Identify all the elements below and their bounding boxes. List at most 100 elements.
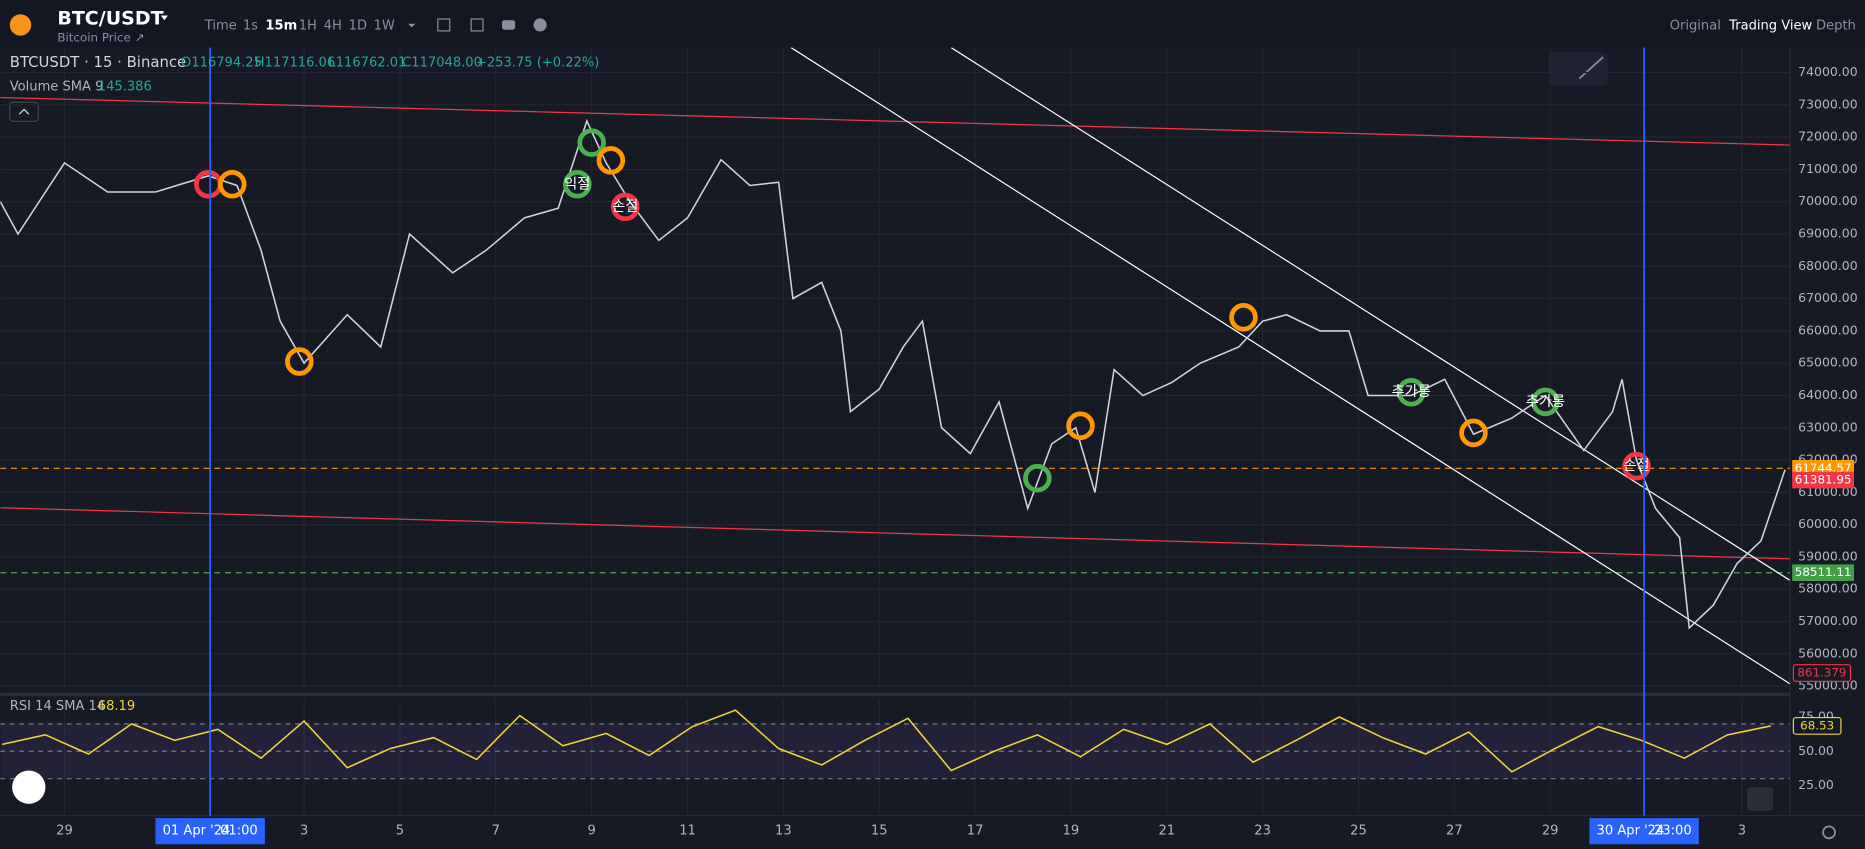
y-tick-label: 69000.00: [1798, 225, 1858, 240]
timeframe[interactable]: 1W: [374, 19, 395, 34]
y-tick-label: 63000.00: [1798, 419, 1858, 434]
layout-icon[interactable]: [470, 18, 484, 32]
x-tick-label: 15: [871, 824, 888, 839]
timeframe[interactable]: 1H: [299, 19, 317, 34]
trade-marker: [1066, 411, 1095, 441]
ohlc-value: C117048.00: [402, 56, 482, 71]
subtitle[interactable]: Bitcoin Price ↗: [57, 31, 144, 45]
symbol-dropdown[interactable]: [160, 15, 168, 21]
trade-marker: [1396, 377, 1426, 407]
price-badge-text: 58511.11: [1795, 565, 1852, 579]
trendline: [950, 47, 1790, 581]
view-tab[interactable]: Trading View: [1728, 19, 1812, 34]
trade-label: 추가롱: [1526, 393, 1565, 410]
crosshair-label-bg: [155, 818, 265, 845]
timeframe[interactable]: 15m: [265, 19, 297, 34]
x-tick-label: 29: [56, 824, 73, 839]
trendline: [790, 47, 1790, 685]
indicator-icon[interactable]: [437, 18, 451, 32]
crosshair-date: 30 Apr '24: [1597, 824, 1665, 839]
ohlc-value: O116794.25: [181, 56, 262, 71]
y-tick-label: 57000.00: [1798, 613, 1858, 628]
add-icon[interactable]: [533, 18, 547, 32]
y-tick-label: 64000.00: [1798, 387, 1858, 402]
trade-marker: [1622, 451, 1651, 481]
crosshair-time: 23:00: [1654, 824, 1692, 839]
rsi-last: 68.19: [98, 699, 135, 714]
rsi-badge: [1792, 716, 1842, 735]
price-line: [0, 118, 1786, 630]
tv-logo[interactable]: [12, 770, 46, 804]
y-tick-label: 65000.00: [1798, 355, 1858, 370]
rsi-tick-label: 50.00: [1798, 743, 1834, 758]
trade-marker: [217, 169, 247, 199]
scroll-button[interactable]: [1747, 787, 1774, 811]
drawing-tool[interactable]: [1548, 52, 1608, 86]
x-tick-label: 5: [396, 824, 404, 839]
trade-marker: [1023, 463, 1052, 493]
y-tick-label: 67000.00: [1798, 290, 1858, 305]
symbol[interactable]: BTC/USDT: [57, 8, 163, 30]
price-badge: [1792, 471, 1855, 489]
trade-label: 익절: [564, 175, 590, 192]
y-tick-label: 71000.00: [1798, 161, 1858, 176]
y-tick-label: 56000.00: [1798, 645, 1858, 660]
header-bar: [0, 0, 1865, 47]
trade-marker: [1229, 303, 1258, 332]
timeframe[interactable]: Time: [204, 19, 237, 34]
y-tick-label: 72000.00: [1798, 129, 1858, 144]
y-tick-label: 70000.00: [1798, 193, 1858, 208]
volume-badge: [1792, 664, 1852, 682]
volume-label: Volume SMA 9: [10, 79, 104, 94]
crosshair-time: 01:00: [220, 824, 258, 839]
trade-marker: [563, 169, 592, 199]
collapse-button[interactable]: [9, 101, 39, 122]
price-badge: [1792, 564, 1855, 582]
x-tick-label: 25: [1350, 824, 1367, 839]
instrument: BTCUSDT · 15 · Binance: [10, 53, 186, 71]
x-tick-label: 3: [300, 824, 308, 839]
camera-icon[interactable]: [502, 20, 516, 30]
y-tick-label: 58000.00: [1798, 581, 1858, 596]
x-tick-label: 21: [1158, 824, 1175, 839]
y-tick-label: 68000.00: [1798, 258, 1858, 273]
y-tick-label: 59000.00: [1798, 548, 1858, 563]
volume-value: 145.386: [98, 79, 152, 94]
y-tick-label: 73000.00: [1798, 96, 1858, 111]
timeframe[interactable]: 1s: [243, 19, 258, 34]
trade-marker: [577, 128, 606, 157]
rsi-badge-text: 68.53: [1800, 718, 1834, 732]
x-tick-label: 23: [1254, 824, 1271, 839]
timeframe[interactable]: 4H: [324, 19, 342, 34]
rsi-title: RSI 14 SMA 14: [10, 699, 105, 714]
rsi-tick-label: 25.00: [1798, 777, 1834, 792]
trade-marker: [1531, 387, 1560, 417]
trendline: [0, 96, 1790, 146]
x-tick-label: 13: [775, 824, 792, 839]
price-badge-text: 61744.57: [1795, 461, 1852, 475]
x-tick-label: 29: [1542, 824, 1559, 839]
ohlc-value: L116762.01: [328, 56, 406, 71]
x-tick-label: 17: [967, 824, 984, 839]
view-tab[interactable]: Original: [1670, 19, 1721, 34]
coin-icon: [9, 14, 32, 36]
more-dropdown[interactable]: [408, 23, 416, 28]
collapse-icon: [18, 108, 30, 115]
drawing-tool-icon: [1578, 56, 1604, 80]
ohlc-value: H117116.06: [255, 56, 335, 71]
price-badge-text: 61381.95: [1795, 473, 1852, 487]
timeframe[interactable]: 1D: [349, 19, 367, 34]
volume-badge-text: 861.379: [1797, 666, 1846, 680]
y-tick-label: 66000.00: [1798, 322, 1858, 337]
x-tick-label: 27: [1446, 824, 1463, 839]
trade-label: 손절: [1623, 457, 1649, 474]
y-tick-label: 60000.00: [1798, 516, 1858, 531]
settings-icon[interactable]: [1822, 825, 1836, 840]
crosshair-date: 01 Apr '24: [163, 824, 231, 839]
trade-marker: [610, 192, 640, 222]
trade-marker: [596, 146, 626, 175]
trade-marker: [285, 347, 314, 376]
view-tab[interactable]: Depth: [1816, 19, 1856, 34]
